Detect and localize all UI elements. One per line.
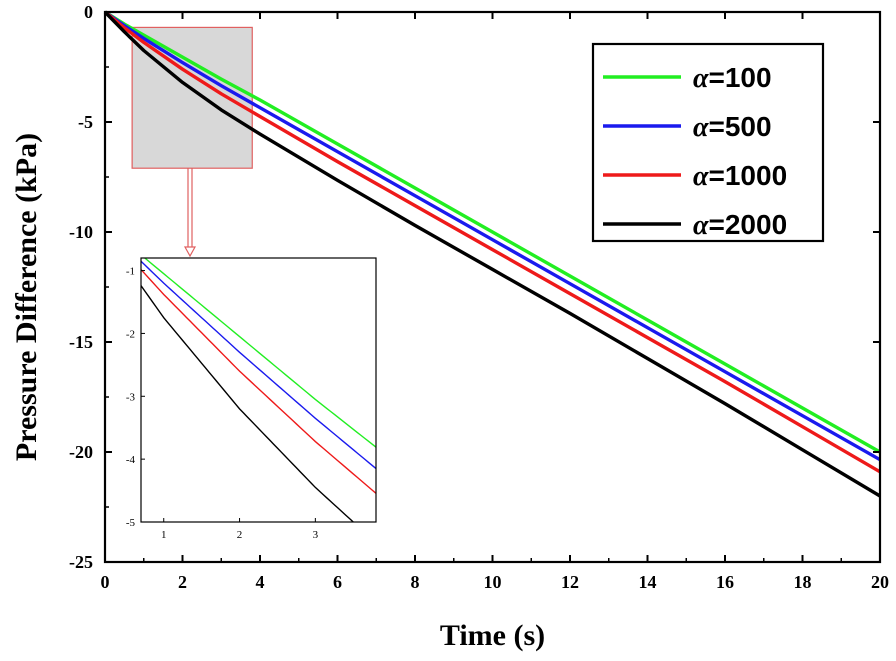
series-line-1: [104, 10, 881, 454]
inset-y-tick-label-2: -3: [126, 391, 136, 403]
y-tick-label-2: -10: [69, 222, 93, 242]
x-tick-label-0: 0: [101, 572, 110, 592]
series-line-2: [104, 10, 881, 462]
y-tick-label-4: -20: [69, 442, 93, 462]
x-tick-label-6: 12: [561, 572, 579, 592]
x-tick-label-8: 16: [716, 572, 734, 592]
series-line-3: [103, 10, 881, 474]
y-tick-label-0: 0: [84, 2, 93, 22]
y-tick-label-3: -15: [69, 332, 93, 352]
x-axis-title: Time (s): [440, 619, 545, 652]
x-tick-label-2: 4: [256, 572, 265, 592]
x-tick-label-10: 20: [871, 572, 889, 592]
inset-series-line-1: [143, 258, 376, 448]
y-tick-label-1: -5: [78, 112, 93, 132]
legend-alpha-symbol: α: [693, 161, 709, 192]
inset-y-tick-label-1: -2: [126, 328, 135, 340]
legend-value: =1000: [709, 160, 788, 191]
legend-value: =500: [709, 111, 772, 142]
y-tick-label-5: -25: [69, 552, 93, 572]
inset-x-tick-label-1: 2: [237, 529, 243, 541]
legend-label-3: α=1000: [693, 160, 787, 192]
inset-x-tick-label-2: 3: [313, 529, 319, 541]
legend-label-4: α=2000: [693, 209, 787, 241]
legend-label-1: α=100: [693, 62, 772, 94]
legend-alpha-symbol: α: [693, 210, 709, 241]
legend-value: =100: [709, 62, 772, 93]
inset-y-tick-label-4: -5: [126, 517, 136, 529]
inset-background: [119, 258, 376, 548]
legend-alpha-symbol: α: [693, 63, 709, 94]
inset-y-tick-label-3: -4: [126, 454, 136, 466]
x-tick-label-3: 6: [333, 572, 342, 592]
inset-x-tick-label-0: 1: [161, 529, 167, 541]
x-tick-label-4: 8: [411, 572, 420, 592]
legend-value: =2000: [709, 209, 788, 240]
x-tick-label-5: 10: [484, 572, 502, 592]
inset-series-line-3: [141, 269, 376, 494]
inset-frame: [140, 257, 377, 523]
legend-label-2: α=500: [693, 111, 772, 143]
zoom-region: [131, 26, 253, 169]
connector-arrowhead: [183, 246, 197, 258]
inset-series-line-4: [141, 285, 355, 522]
legend-alpha-symbol: α: [693, 112, 709, 143]
y-axis-title: Pressure Difference (kPa): [10, 133, 43, 461]
x-tick-label-7: 14: [639, 572, 657, 592]
x-tick-label-1: 2: [178, 572, 187, 592]
inset-series-group: [141, 258, 376, 522]
inset-y-tick-label-0: -1: [126, 266, 135, 278]
x-tick-label-9: 18: [794, 572, 812, 592]
series-line-4: [103, 10, 881, 498]
inset-series-line-2: [141, 260, 376, 470]
